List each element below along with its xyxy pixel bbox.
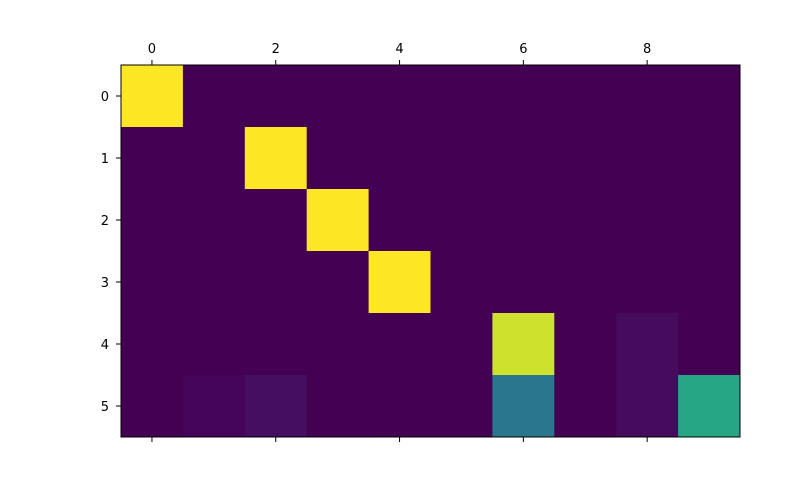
x-tick-label: 8: [643, 42, 651, 57]
heatmap-cell-r5-c0: [121, 375, 184, 438]
heatmap-cell-r1-c3: [306, 127, 369, 190]
heatmap-cell-r1-c5: [430, 127, 493, 190]
heatmap-cell-r0-c7: [554, 65, 617, 128]
heatmap-cell-r0-c8: [616, 65, 679, 128]
heatmap-cell-r5-c3: [306, 375, 369, 438]
heatmap-cell-r3-c4: [368, 251, 431, 314]
heatmap-cell-r1-c7: [554, 127, 617, 190]
heatmap-cell-r5-c5: [430, 375, 493, 438]
heatmap-cell-r5-c2: [244, 375, 308, 438]
heatmap-cell-r0-c3: [306, 65, 369, 128]
heatmap-cell-r1-c2: [244, 127, 308, 190]
heatmap-cell-r2-c7: [554, 189, 617, 252]
x-tick-label: 2: [272, 42, 280, 57]
heatmap-cell-r4-c3: [306, 313, 369, 376]
heatmap-cell-r4-c0: [121, 313, 184, 376]
x-tick-label: 0: [148, 42, 156, 57]
heatmap-cell-r5-c1: [182, 375, 246, 438]
heatmap-cell-r1-c9: [678, 127, 741, 190]
heatmap-cell-r2-c5: [430, 189, 493, 252]
heatmap-cell-r3-c1: [182, 251, 246, 314]
heatmap-cell-r4-c4: [368, 313, 431, 376]
plot-frame: [120, 64, 741, 438]
x-tick-label: 6: [519, 42, 527, 57]
heatmap-cell-r2-c4: [368, 189, 431, 252]
heatmap-cell-r3-c7: [554, 251, 617, 314]
heatmap-cell-r4-c1: [182, 313, 246, 376]
heatmap-cell-r0-c2: [244, 65, 308, 128]
heatmap-cell-r5-c8: [616, 375, 679, 438]
heatmap-cell-r0-c4: [368, 65, 431, 128]
heatmap-cell-r0-c6: [492, 65, 555, 128]
heatmap-cell-r3-c8: [616, 251, 679, 314]
heatmap-cell-r0-c5: [430, 65, 493, 128]
x-tick-label: 4: [395, 42, 403, 57]
heatmap-cell-r2-c9: [678, 189, 741, 252]
heatmap-cell-r0-c9: [678, 65, 741, 128]
heatmap-cell-r5-c7: [554, 375, 617, 438]
y-tick-label: 0: [101, 90, 109, 105]
y-tick-label: 2: [101, 214, 109, 229]
heatmap-cell-r2-c8: [616, 189, 679, 252]
heatmap-cell-r1-c4: [368, 127, 431, 190]
heatmap-cell-r3-c6: [492, 251, 555, 314]
heatmap-cell-r4-c9: [678, 313, 741, 376]
heatmap-cell-r3-c5: [430, 251, 493, 314]
heatmap-cell-r4-c7: [554, 313, 617, 376]
heatmap-cell-r1-c6: [492, 127, 555, 190]
heatmap-cell-r1-c1: [182, 127, 246, 190]
y-tick-label: 3: [101, 276, 109, 291]
x-axis-top: 0 2 4 6 8: [148, 42, 651, 442]
heatmap-cell-r2-c2: [244, 189, 308, 252]
heatmap-cell-r5-c4: [368, 375, 431, 438]
heatmap-cell-r0-c0: [121, 65, 184, 128]
heatmap-cell-r1-c0: [121, 127, 184, 190]
heatmap-cell-r2-c0: [121, 189, 184, 252]
heatmap-cell-r2-c6: [492, 189, 555, 252]
heatmap-cell-r3-c9: [678, 251, 741, 314]
y-tick-label: 1: [101, 152, 109, 167]
heatmap-cell-r3-c2: [244, 251, 308, 314]
heatmap-cell-r2-c3: [306, 189, 369, 252]
heatmap-cell-r0-c1: [182, 65, 246, 128]
heatmap-cell-r3-c3: [306, 251, 369, 314]
heatmap-cell-r5-c9: [678, 375, 741, 438]
y-axis-left: 0 1 2 3 4 5: [101, 90, 121, 415]
heatmap-cell-r5-c6: [492, 375, 555, 438]
heatmap-cell-r4-c8: [616, 313, 679, 376]
heatmap-cell-r3-c0: [121, 251, 184, 314]
heatmap-cell-r4-c6: [492, 313, 555, 376]
heatmap-cells: [121, 65, 741, 438]
heatmap-cell-r4-c2: [244, 313, 308, 376]
y-tick-label: 4: [101, 338, 109, 353]
heatmap-cell-r1-c8: [616, 127, 679, 190]
heatmap-cell-r4-c5: [430, 313, 493, 376]
y-tick-label: 5: [101, 400, 109, 415]
heatmap-cell-r2-c1: [182, 189, 246, 252]
